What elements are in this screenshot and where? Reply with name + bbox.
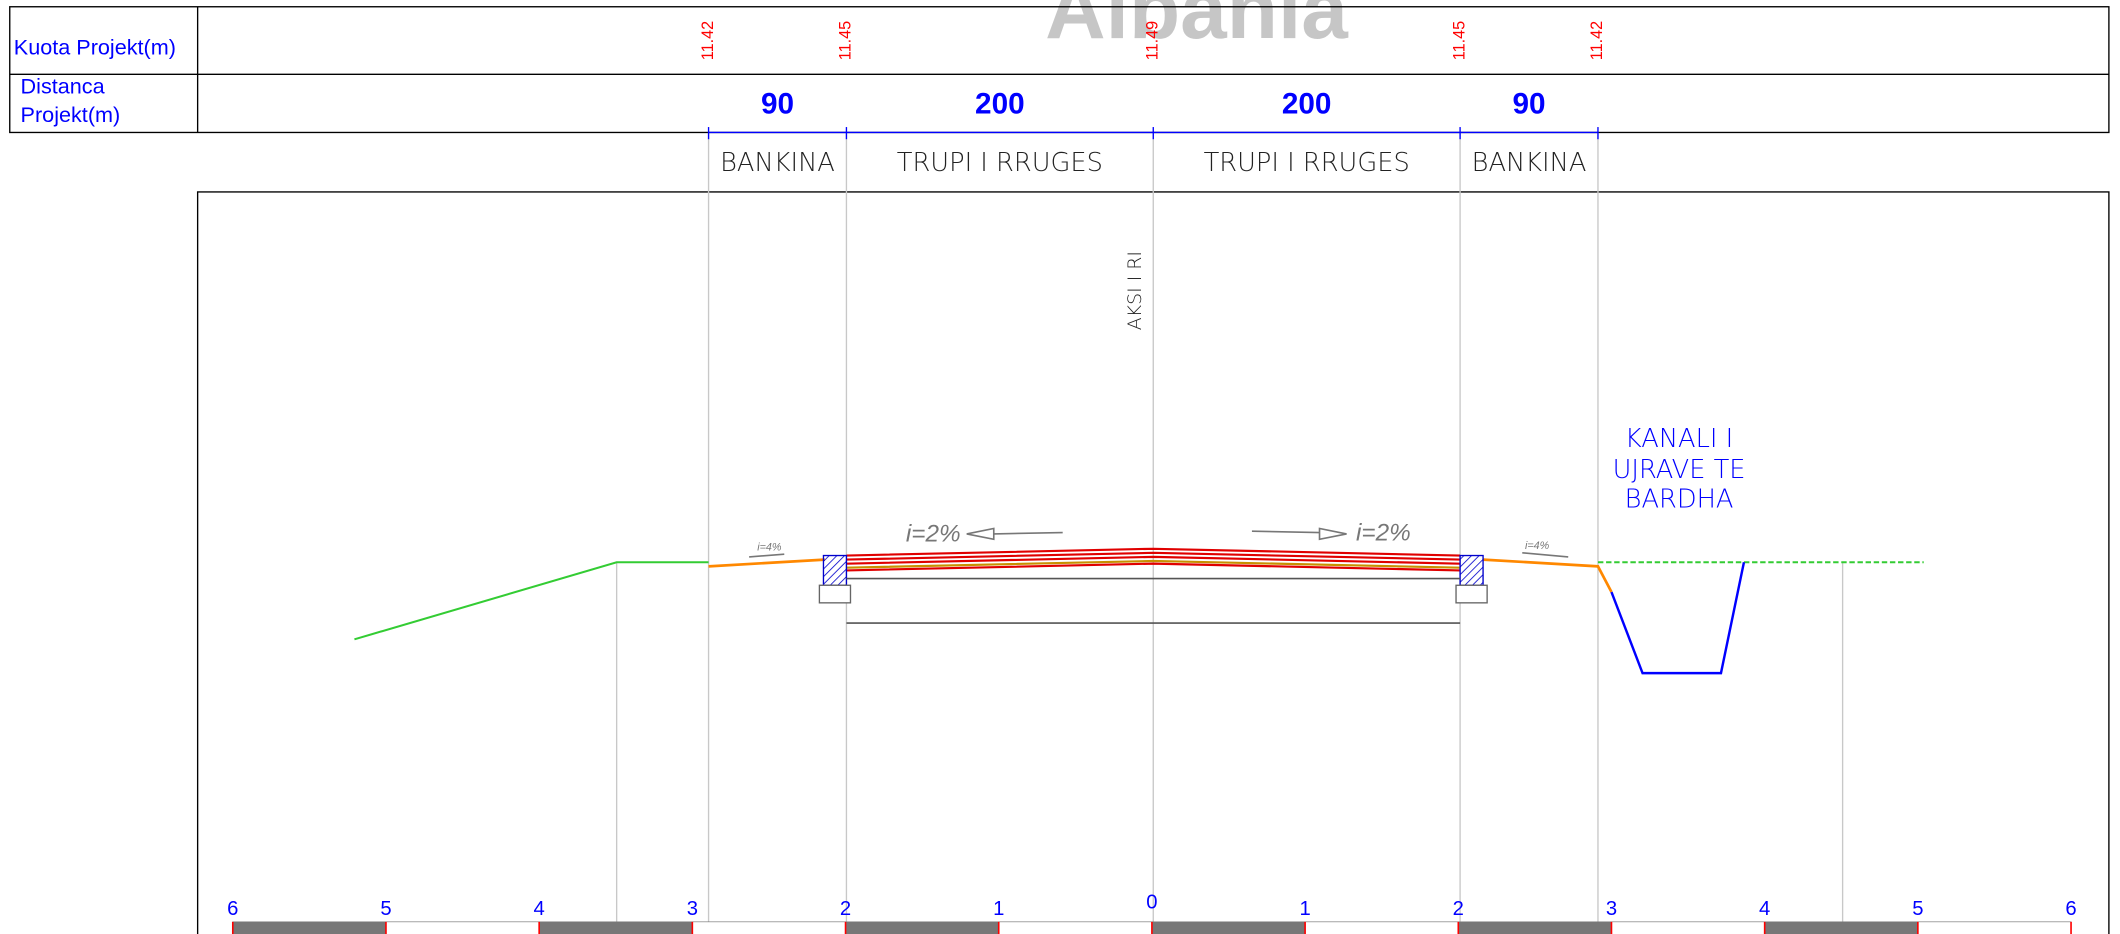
slope-label: i=2% <box>1356 519 1411 546</box>
distance-label: 90 <box>761 87 794 120</box>
curb <box>822 554 1484 586</box>
table-frame <box>9 6 2110 934</box>
scale-label: 5 <box>380 898 391 920</box>
distance-label: 90 <box>1512 87 1545 120</box>
scale-label: 2 <box>840 898 851 920</box>
scale-block <box>1917 921 2072 934</box>
watermark: Albania <box>1045 0 1349 56</box>
row-label: Distanca <box>21 74 106 99</box>
shoulder <box>708 558 1613 593</box>
channel-label: BARDHA <box>1625 485 1734 515</box>
pavement <box>846 547 1461 572</box>
segment-label: TRUPI I RRUGES <box>897 148 1103 178</box>
scale-label: 0 <box>1146 891 1157 913</box>
slope-arrow <box>749 527 1569 558</box>
scale-label: 2 <box>1453 898 1464 920</box>
scale-label: 3 <box>687 898 698 920</box>
scale-block <box>692 921 846 934</box>
axis-label: AKSI I RI <box>1124 251 1146 330</box>
slope-label: i=2% <box>906 521 961 548</box>
scale-block <box>1764 921 1919 934</box>
scale-block <box>998 921 1153 934</box>
scale-label: 3 <box>1606 898 1617 920</box>
scale-block <box>232 921 387 934</box>
scale-block <box>385 921 540 934</box>
row-label: Kuota Projekt(m) <box>14 34 176 59</box>
scale-label: 5 <box>1912 898 1923 920</box>
elevation-label: 11.45 <box>837 21 855 60</box>
scale-label: 1 <box>993 898 1004 920</box>
curb-base <box>818 584 1488 604</box>
scale-bar: 6 5 4 3 2 1 0 1 2 3 4 5 6 <box>227 891 2077 934</box>
scale-block <box>845 921 1000 934</box>
slope-label: i=4% <box>757 541 782 553</box>
scale-label: 4 <box>1759 898 1770 920</box>
segment-label: TRUPI I RRUGES <box>1204 148 1410 178</box>
elevation-label: 11.49 <box>1144 21 1162 60</box>
elevation-label: 11.42 <box>699 21 717 60</box>
channel <box>1610 562 1746 675</box>
scale-label: 4 <box>534 898 545 920</box>
elevation-label: 11.42 <box>1588 21 1606 60</box>
channel-label: KANALI I <box>1625 424 1733 454</box>
scale-block <box>1457 921 1612 934</box>
scale-block <box>1304 921 1459 934</box>
scale-block <box>538 921 693 934</box>
distance-label: 200 <box>975 87 1025 120</box>
subbase-line <box>846 577 1461 624</box>
dimension-line <box>707 127 1599 140</box>
scale-block <box>1611 921 1766 934</box>
guide-lines <box>615 132 1844 934</box>
scale-label: 6 <box>227 898 238 920</box>
channel-label: UJRAVE TE <box>1613 455 1746 485</box>
scale-label: 6 <box>2065 898 2076 920</box>
distance-label: 200 <box>1282 87 1332 120</box>
elevation-label: 11.45 <box>1450 21 1468 60</box>
row-label: Projekt(m) <box>21 102 121 127</box>
segment-label: BANKINA <box>1472 148 1587 178</box>
scale-block <box>1151 921 1306 934</box>
ground-line <box>354 561 709 641</box>
scale-label: 1 <box>1299 898 1310 920</box>
slope-label: i=4% <box>1525 540 1550 552</box>
segment-label: BANKINA <box>720 148 835 178</box>
